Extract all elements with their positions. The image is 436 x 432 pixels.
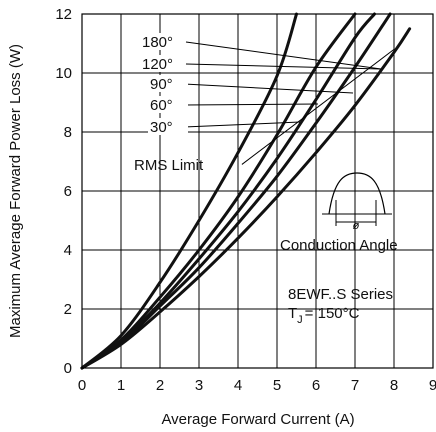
plot-frame	[81, 13, 434, 369]
x-tick-label: 9	[429, 377, 436, 394]
curve-labels: 180° 120° 90° 60° 30°	[140, 33, 188, 136]
y-tick-label: 0	[64, 360, 72, 377]
x-tick-label: 1	[117, 377, 125, 394]
curve-label: 120°	[142, 56, 173, 73]
curve-30deg	[80, 12, 298, 370]
y-tick-label: 8	[64, 124, 72, 141]
y-tick-labels: 0 2 4 6 8 10 12	[55, 6, 72, 377]
x-tick-label: 2	[156, 377, 164, 394]
series-note: 8EWF..S Series	[288, 286, 393, 303]
grid-lines	[82, 14, 433, 368]
x-tick-labels: 0 1 2 3 4 5 6 7 8 9	[78, 377, 436, 394]
curve-label-leader	[185, 63, 382, 70]
curve-180deg	[80, 27, 412, 370]
y-tick-label: 4	[64, 242, 72, 259]
curve-label: 30°	[150, 119, 173, 136]
inset-angle-symbol: ø	[353, 220, 360, 232]
x-tick-label: 6	[312, 377, 320, 394]
curve-label-bg	[140, 33, 180, 50]
curve-label-leader	[183, 83, 354, 94]
inset-sine-wave	[328, 172, 386, 215]
x-tick-label: 8	[390, 377, 398, 394]
x-axis-title: Average Forward Current (A)	[161, 411, 354, 428]
curve-label: 180°	[142, 34, 173, 51]
x-tick-label: 3	[195, 377, 203, 394]
curve-label-bg	[148, 75, 188, 92]
curve-label-bg	[148, 96, 188, 113]
curve-label-leader	[185, 41, 382, 70]
curve-label-bg	[140, 55, 180, 72]
curve-90deg	[80, 12, 376, 370]
y-tick-label: 10	[55, 65, 72, 82]
curves	[80, 12, 412, 370]
x-tick-label: 0	[78, 377, 86, 394]
y-tick-label: 12	[55, 6, 72, 23]
curve-60deg	[80, 12, 357, 370]
temp-prefix: T	[288, 305, 297, 322]
temperature-label: TJ = 150°C	[288, 305, 360, 326]
temp-value: = 150°C	[305, 305, 360, 322]
label-pointers	[183, 41, 395, 165]
rms-limit-label: RMS Limit	[134, 157, 204, 174]
curve-label-leader	[183, 121, 301, 128]
x-tick-label: 7	[351, 377, 359, 394]
x-tick-label: 5	[273, 377, 281, 394]
y-tick-label: 6	[64, 183, 72, 200]
curve-label: 90°	[150, 76, 173, 93]
y-tick-label: 2	[64, 301, 72, 318]
x-tick-label: 4	[234, 377, 242, 394]
temp-subscript: J	[297, 314, 303, 326]
inset-caption: Conduction Angle	[280, 237, 398, 254]
curve-label-bg	[148, 118, 188, 135]
curve-label-leader	[183, 103, 319, 106]
conduction-angle-inset: ø Conduction Angle	[280, 172, 398, 254]
y-axis-title: Maximum Average Forward Power Loss (W)	[7, 44, 24, 338]
curve-label: 60°	[150, 97, 173, 114]
